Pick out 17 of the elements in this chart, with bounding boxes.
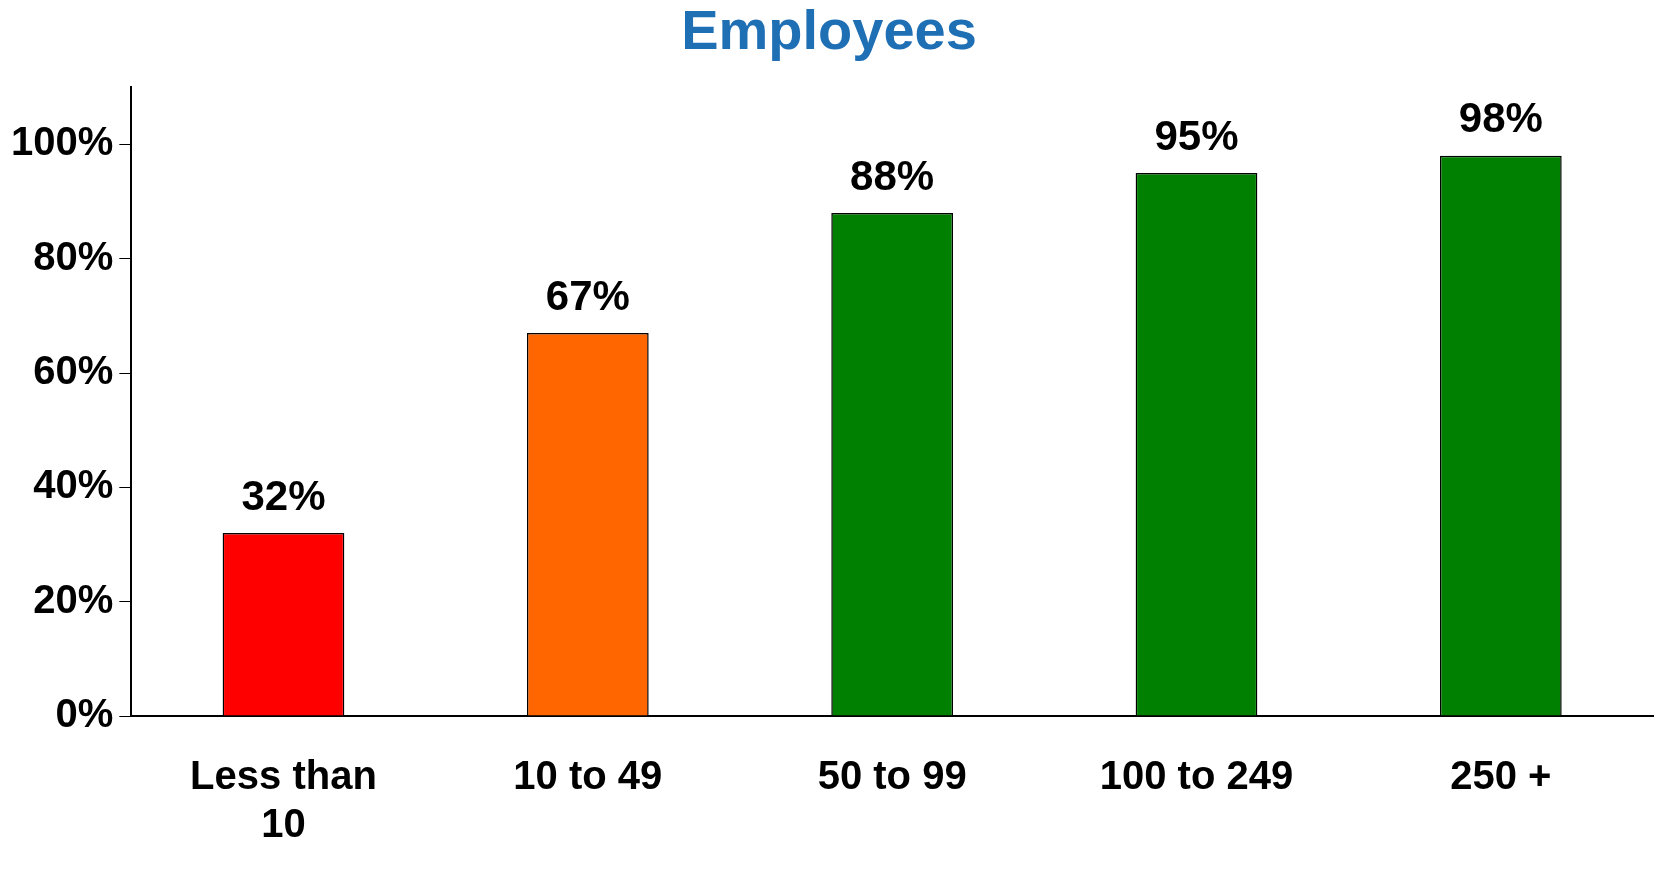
data-label: 67% <box>545 271 630 319</box>
x-tick-label: 50 to 99 <box>817 753 967 798</box>
chart-title: Employees <box>681 0 977 62</box>
x-tick-label: 10 to 49 <box>513 753 663 798</box>
x-tick-label: 100 to 249 <box>1099 753 1294 798</box>
y-tick-label: 60% <box>33 348 114 393</box>
y-tick-label: 0% <box>55 691 114 736</box>
data-label: 32% <box>241 471 326 519</box>
data-label: 95% <box>1154 111 1239 159</box>
x-tick-label: 250 + <box>1450 753 1552 798</box>
y-tick-label: 20% <box>33 576 114 621</box>
y-tick-label: 40% <box>33 462 114 507</box>
x-tick-label: Less than 10 <box>190 753 377 846</box>
y-tick-label: 100% <box>10 119 114 164</box>
y-tick-label: 80% <box>33 233 114 278</box>
data-label: 98% <box>1458 94 1543 142</box>
data-label: 88% <box>850 151 935 199</box>
